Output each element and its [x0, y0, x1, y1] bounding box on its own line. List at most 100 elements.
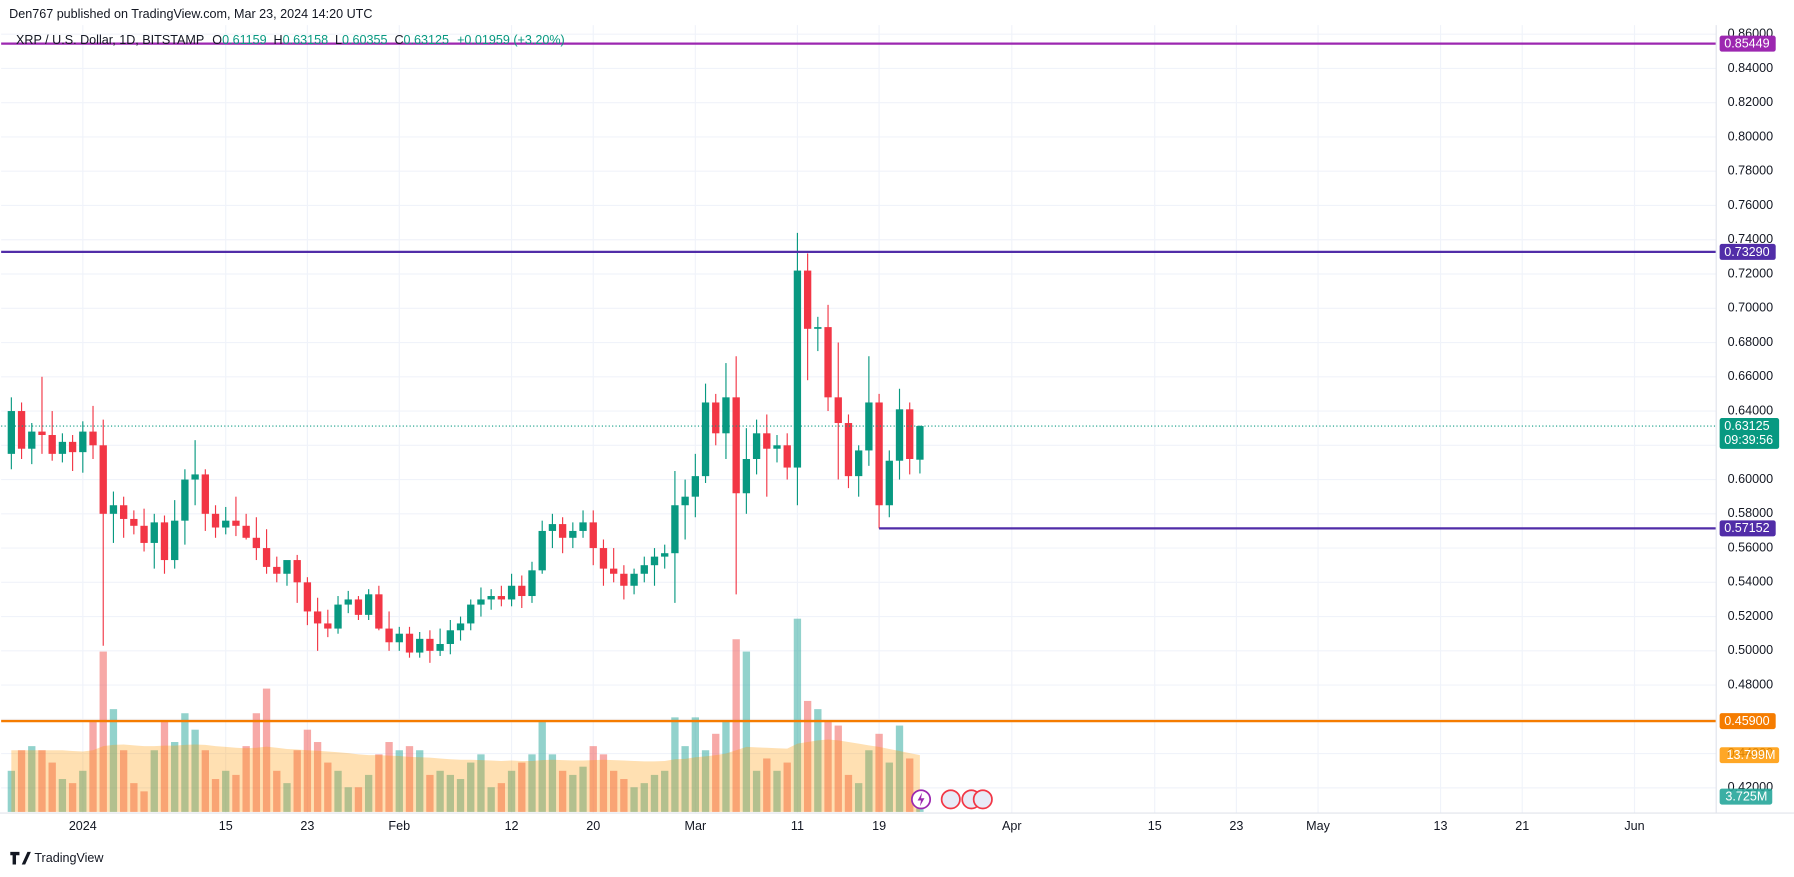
- volume-bar: [620, 779, 628, 812]
- volume-bar: [446, 774, 454, 812]
- candle-body: [242, 525, 250, 538]
- candle-body: [334, 604, 342, 629]
- event-icon[interactable]: [940, 789, 961, 810]
- volume-pane: [7, 618, 924, 812]
- candle-body: [38, 431, 46, 436]
- y-tick-label: 0.60000: [1728, 472, 1773, 486]
- candle-body: [906, 409, 914, 459]
- candle-body: [610, 568, 618, 574]
- volume-bar: [375, 754, 383, 812]
- candle-body: [855, 450, 863, 477]
- y-tick-label: 0.72000: [1728, 266, 1773, 280]
- candle-body: [232, 520, 240, 526]
- volume-bar: [313, 742, 322, 812]
- volume-bar: [528, 754, 536, 812]
- volume-bar: [477, 754, 485, 812]
- volume-bar: [79, 770, 87, 812]
- volume-bar: [803, 700, 812, 812]
- volume-bar: [99, 651, 107, 812]
- y-tick-label: 0.66000: [1728, 369, 1773, 383]
- volume-bar: [150, 750, 158, 812]
- volume-bar: [712, 733, 720, 812]
- y-tick-label: 0.50000: [1728, 643, 1773, 657]
- candle-body: [89, 431, 97, 446]
- candle-body: [395, 633, 403, 643]
- candle-body: [273, 566, 281, 574]
- candle-body: [681, 496, 689, 506]
- candle-body: [630, 573, 638, 586]
- candle-body: [803, 270, 812, 329]
- candle-body: [109, 505, 118, 514]
- volume-bar: [211, 779, 220, 812]
- candle-body: [17, 411, 26, 449]
- volume-bar: [232, 774, 240, 812]
- volume-bar: [844, 774, 853, 812]
- candle-body: [885, 460, 893, 506]
- volume-bar: [824, 721, 832, 812]
- candle-body: [181, 479, 189, 521]
- candle-body: [191, 474, 199, 480]
- candle-body: [252, 537, 261, 549]
- y-tick-label: 0.76000: [1728, 198, 1773, 212]
- x-tick-label: 11: [791, 819, 804, 833]
- candle-body: [895, 409, 904, 461]
- candle-body: [426, 638, 434, 651]
- candle-body: [773, 445, 781, 449]
- volume-bar: [130, 783, 138, 812]
- volume-bar: [497, 783, 506, 812]
- volume-bar: [354, 787, 363, 812]
- candle-body: [569, 530, 577, 538]
- y-tick-label: 0.56000: [1728, 540, 1773, 554]
- countdown: 09:39:56: [1724, 433, 1773, 447]
- level-label: 0.73290: [1724, 245, 1769, 259]
- volume-bar: [252, 713, 261, 812]
- candle-body: [79, 431, 87, 453]
- volume-bar: [38, 750, 46, 812]
- volume-bar: [293, 750, 301, 812]
- candle-body: [518, 585, 526, 597]
- candle-body: [793, 270, 802, 468]
- y-tick-label: 0.78000: [1728, 164, 1773, 178]
- x-tick-label: Jun: [1624, 819, 1644, 833]
- candle-body: [354, 599, 363, 615]
- legend-change: +0.01959 (+3.20%): [457, 33, 565, 47]
- legend-high: 0.63158: [283, 33, 328, 47]
- x-tick-label: 19: [872, 819, 886, 833]
- volume-bar: [222, 770, 230, 812]
- last-price-box: [1719, 418, 1780, 449]
- volume-bar: [752, 770, 761, 812]
- y-tick-label: 0.54000: [1728, 575, 1773, 589]
- candle-body: [487, 596, 495, 600]
- event-icon[interactable]: [972, 789, 993, 810]
- candle-body: [385, 628, 393, 643]
- volume-bar: [722, 721, 730, 812]
- candle-body: [865, 402, 873, 451]
- candle-body: [436, 643, 444, 651]
- candle-body: [119, 505, 128, 519]
- candle-body: [211, 513, 220, 528]
- x-tick-label: 23: [1229, 819, 1243, 833]
- last-price-label: 0.63125: [1724, 419, 1769, 433]
- x-tick-label: 15: [1148, 819, 1162, 833]
- volume-bar: [385, 742, 393, 812]
- candle-body: [456, 623, 465, 631]
- candle-body: [589, 522, 597, 549]
- volume-bar: [538, 721, 546, 812]
- volume-box: [1719, 788, 1773, 805]
- volume-bar: [273, 770, 281, 812]
- volume-bar: [456, 779, 465, 812]
- event-icons: [911, 789, 993, 810]
- volume-bar: [119, 750, 128, 812]
- axis-background: [1716, 0, 1794, 814]
- candle-body: [722, 397, 730, 434]
- level-label-box: [1719, 713, 1776, 730]
- x-tick-label: May: [1306, 819, 1330, 833]
- candle-body: [752, 433, 761, 459]
- y-tick-label: 0.82000: [1728, 95, 1773, 109]
- candle-body: [171, 520, 179, 561]
- candle-body: [262, 548, 271, 567]
- candle-body: [599, 548, 608, 569]
- volume-bar: [405, 746, 414, 812]
- volume-bar: [426, 774, 434, 812]
